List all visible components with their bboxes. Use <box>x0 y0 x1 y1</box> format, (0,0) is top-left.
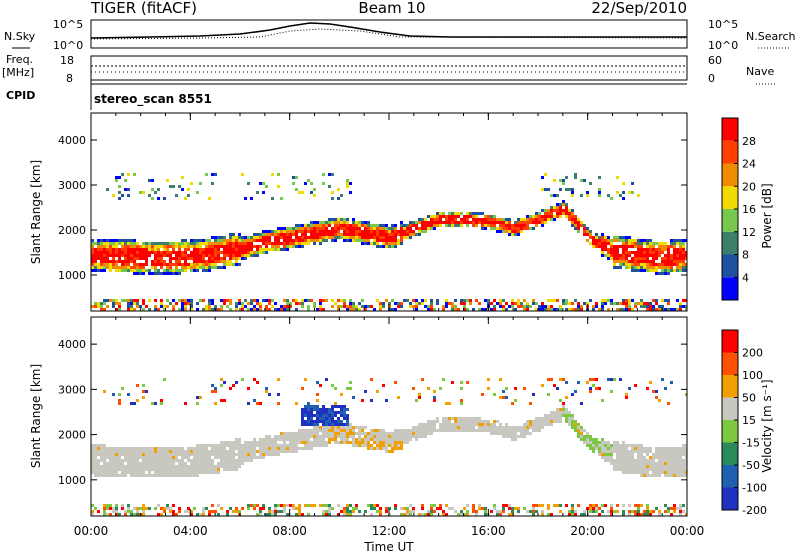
noise-right-tick-low: 10^0 <box>708 39 738 52</box>
velocity-panel: 1000 2000 3000 4000 00:00 04:00 08:00 12:00 16:… <box>29 316 705 554</box>
y-tick-label: 1000 <box>58 269 86 282</box>
noise-panel: N.Sky 10^5 10^0 10^5 10^0 N.Search <box>4 18 796 52</box>
noise-search-line <box>90 28 688 40</box>
colorbar-swatch <box>722 231 738 255</box>
colorbar-tick-label: 20 <box>742 180 756 193</box>
power-ylabel: Slant Range [km] <box>29 160 43 264</box>
colorbar-swatch <box>722 352 738 375</box>
colorbar-tick-label: 50 <box>742 392 756 405</box>
colorbar-tick-label: 12 <box>742 226 756 239</box>
y-tick-label: 4000 <box>58 134 86 147</box>
y-tick-label: 2000 <box>58 224 86 237</box>
colorbar-swatch <box>722 209 738 232</box>
colorbar-tick-label: 100 <box>742 369 763 382</box>
noise-right-label: N.Search <box>746 30 796 43</box>
power-panel: 1000 2000 3000 4000 Slant Range [km] <box>29 112 688 312</box>
velocity-ylabel: Slant Range [km] <box>29 364 43 468</box>
cpid-label: CPID <box>6 89 35 102</box>
cpid-value: stereo_scan 8551 <box>94 92 212 107</box>
colorbar-tick-label: 8 <box>742 249 749 262</box>
date-title: 22/Sep/2010 <box>591 0 687 17</box>
colorbar-swatch <box>722 375 738 398</box>
radar-title: TIGER (fitACF) <box>90 0 197 17</box>
x-tick-label: 20:00 <box>570 524 605 538</box>
freq-right-tick-low: 0 <box>708 72 715 85</box>
freq-left-tick-high: 18 <box>60 54 74 67</box>
x-tick-label: 00:00 <box>670 524 705 538</box>
velocity-colorbar-label: Velocity [m s⁻¹] <box>760 379 774 472</box>
noise-sky-line <box>90 22 687 39</box>
colorbar-swatch <box>722 140 738 164</box>
colorbar-swatch <box>722 465 738 488</box>
freq-right-label: Nave <box>746 65 774 78</box>
colorbar-swatch <box>722 487 738 510</box>
colorbar-tick-label: -100 <box>742 482 767 495</box>
velocity-colorbar: 200 100 50 15 -15 -50 -100 -200 <box>721 329 767 517</box>
freq-left-tick-low: 8 <box>66 72 73 85</box>
power-colorbar-label: Power [dB] <box>760 183 774 248</box>
colorbar-swatch <box>722 397 738 420</box>
freq-panel: Freq. [MHz] 18 8 60 0 Nave <box>2 53 776 85</box>
y-tick-label: 3000 <box>58 179 86 192</box>
y-tick-label: 4000 <box>58 338 86 351</box>
velocity-x-axis: 00:00 04:00 08:00 12:00 16:00 20:00 00:00 <box>74 317 705 538</box>
colorbar-swatch <box>722 186 738 209</box>
power-y-axis: 1000 2000 3000 4000 <box>58 134 687 282</box>
colorbar-swatch <box>722 163 738 187</box>
x-tick-label: 08:00 <box>272 524 307 538</box>
colorbar-swatch <box>722 118 738 141</box>
velocity-data <box>91 378 687 516</box>
colorbar-swatch <box>722 277 738 300</box>
colorbar-tick-label: 16 <box>742 203 756 216</box>
x-tick-label: 00:00 <box>74 524 109 538</box>
colorbar-tick-label: -200 <box>742 504 767 517</box>
colorbar-tick-label: -15 <box>742 437 760 450</box>
x-tick-label: 04:00 <box>173 524 208 538</box>
noise-left-tick-high: 10^5 <box>53 18 83 31</box>
power-x-ticks <box>90 113 688 311</box>
power-data <box>91 173 687 311</box>
colorbar-tick-label: 200 <box>742 347 763 360</box>
colorbar-tick-label: 28 <box>742 135 756 148</box>
freq-right-tick-high: 60 <box>708 54 722 67</box>
y-tick-label: 1000 <box>58 474 86 487</box>
noise-right-tick-high: 10^5 <box>708 18 738 31</box>
freq-left-label-2: [MHz] <box>2 66 34 79</box>
beam-title: Beam 10 <box>358 0 425 17</box>
velocity-xlabel: Time UT <box>363 540 414 554</box>
x-tick-label: 12:00 <box>372 524 407 538</box>
y-tick-label: 3000 <box>58 383 86 396</box>
colorbar-swatch <box>722 330 738 353</box>
colorbar-tick-label: 4 <box>742 271 749 284</box>
x-tick-label: 16:00 <box>471 524 506 538</box>
colorbar-swatch <box>722 442 738 465</box>
y-tick-label: 2000 <box>58 429 86 442</box>
freq-left-label-1: Freq. <box>6 53 33 66</box>
colorbar-tick-label: 24 <box>742 158 756 171</box>
colorbar-swatch <box>722 254 738 278</box>
noise-left-label: N.Sky <box>4 30 36 43</box>
colorbar-swatch <box>722 420 738 443</box>
power-colorbar: 4 8 12 16 20 24 28 <box>721 117 756 301</box>
colorbar-tick-label: 15 <box>742 414 756 427</box>
velocity-y-axis: 1000 2000 3000 4000 <box>58 338 687 487</box>
colorbar-tick-label: -50 <box>742 459 760 472</box>
noise-left-tick-low: 10^0 <box>53 39 83 52</box>
